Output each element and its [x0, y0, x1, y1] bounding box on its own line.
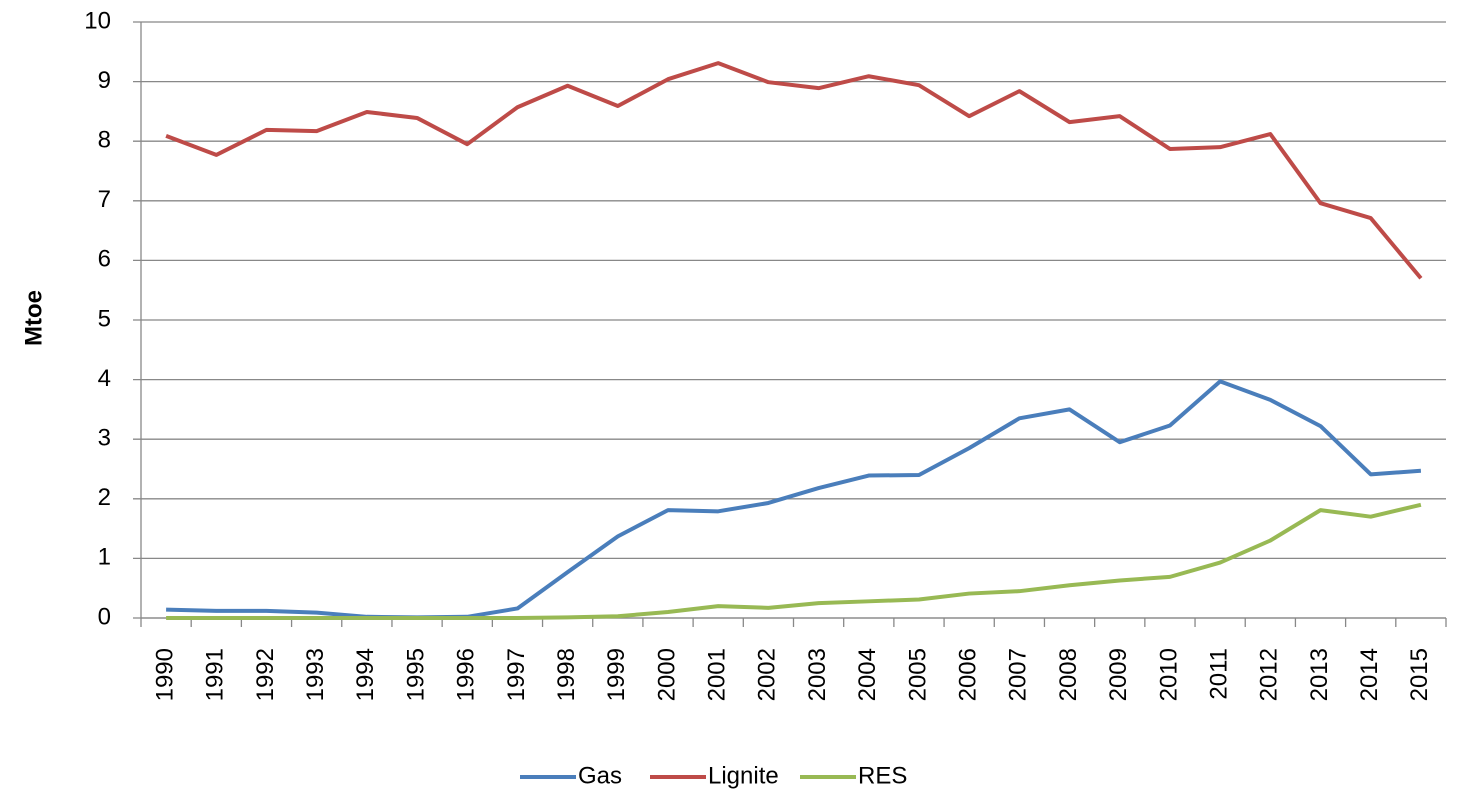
series-line — [165, 61, 1423, 280]
x-tick-label: 2012 — [1256, 648, 1283, 701]
x-tick-label: 2003 — [804, 648, 831, 701]
x-tick-label: 1990 — [151, 648, 178, 701]
y-tick-label: 2 — [98, 484, 111, 511]
x-tick-label: 2005 — [904, 648, 931, 701]
legend-label: Gas — [578, 762, 622, 789]
x-tick-label: 1998 — [553, 648, 580, 701]
y-tick-label: 5 — [98, 305, 111, 332]
x-tick-label: 2007 — [1005, 648, 1032, 701]
x-tick-label: 1996 — [453, 648, 480, 701]
y-tick-label: 8 — [98, 127, 111, 154]
x-tick-label: 1994 — [352, 648, 379, 701]
y-tick-label: 7 — [98, 186, 111, 213]
x-tick-label: 2001 — [704, 648, 731, 701]
y-tick-label: 3 — [98, 425, 111, 452]
series-line — [166, 502, 1422, 620]
x-tick-label: 2014 — [1356, 648, 1383, 701]
x-tick-label: 2008 — [1055, 648, 1082, 701]
x-tick-label: 2002 — [754, 648, 781, 701]
x-tick-label: 1997 — [503, 648, 530, 701]
y-tick-label: 4 — [98, 365, 111, 392]
y-tick-label: 9 — [98, 67, 111, 94]
x-tick-label: 2010 — [1155, 648, 1182, 701]
x-tick-label: 1992 — [252, 648, 279, 701]
x-tick-label: 2013 — [1306, 648, 1333, 701]
y-axis-label: Mtoe — [20, 290, 47, 346]
x-tick-label: 2000 — [653, 648, 680, 701]
x-tick-label: 1995 — [402, 648, 429, 701]
legend-label: RES — [858, 762, 907, 789]
x-tick-label: 2009 — [1105, 648, 1132, 701]
y-tick-label: 10 — [84, 7, 111, 34]
x-tick-label: 1991 — [202, 648, 229, 701]
y-tick-label: 1 — [98, 544, 111, 571]
x-tick-label: 1993 — [302, 648, 329, 701]
x-tick-label: 2015 — [1406, 648, 1433, 701]
x-tick-label: 2011 — [1205, 648, 1232, 700]
x-tick-label: 2006 — [955, 648, 982, 701]
x-tick-label: 1999 — [603, 648, 630, 701]
y-tick-label: 6 — [98, 246, 111, 273]
x-tick-label: 2004 — [854, 648, 881, 701]
y-tick-label: 0 — [98, 603, 111, 630]
legend-label: Lignite — [708, 762, 779, 789]
